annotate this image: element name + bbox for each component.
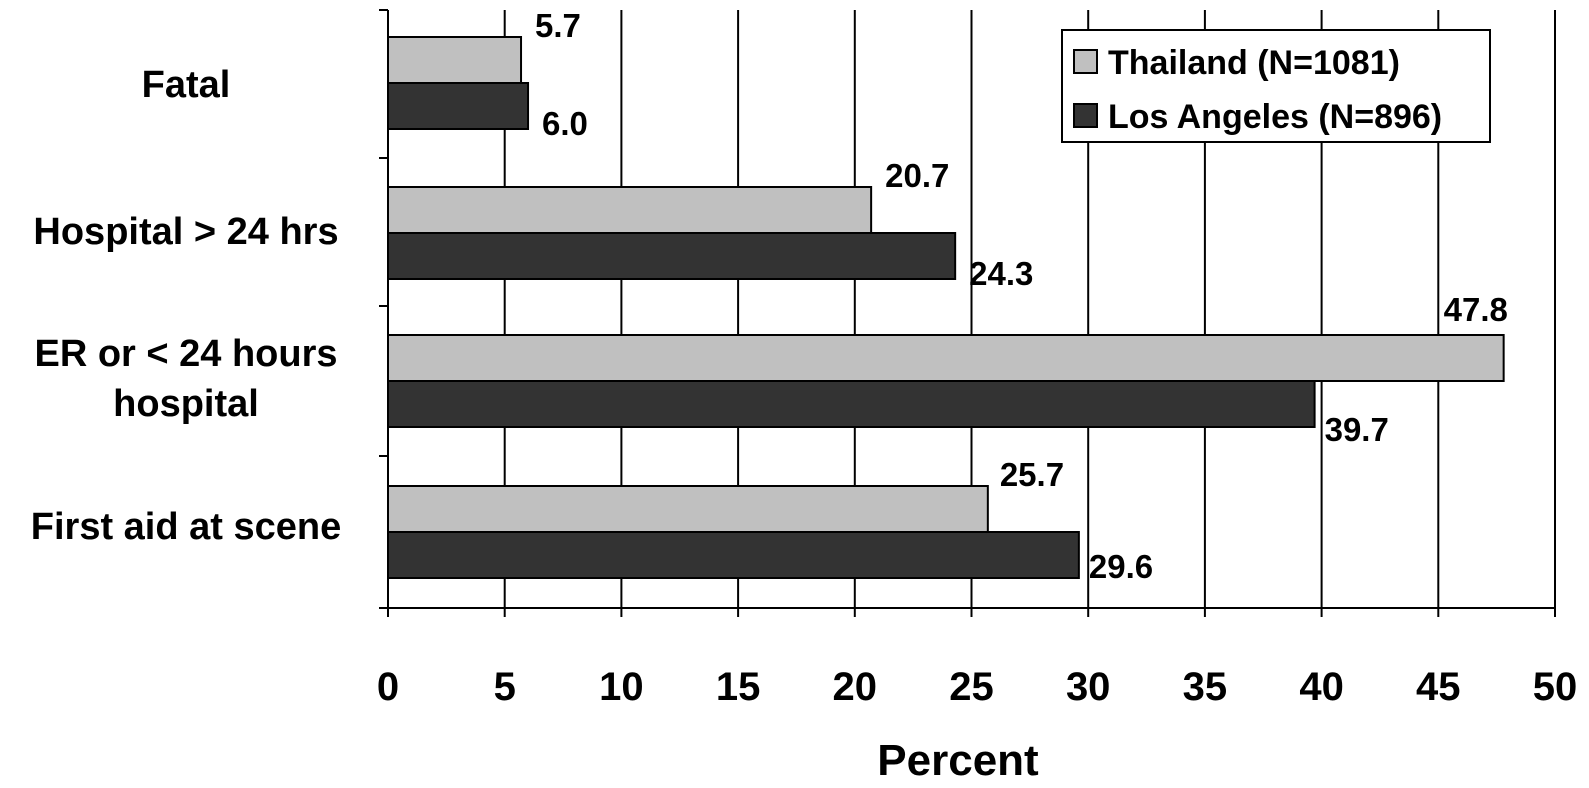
bar-thailand-1 [387, 186, 873, 234]
category-label-1-line-0: Hospital > 24 hrs [33, 211, 338, 253]
legend-swatch-los-angeles [1073, 103, 1098, 128]
x-tick-label-25: 25 [949, 665, 994, 709]
data-label-thailand-2: 47.8 [1444, 291, 1508, 328]
data-label-los-angeles-1: 24.3 [969, 255, 1033, 292]
x-tick-label-30: 30 [1066, 665, 1111, 709]
x-tick-label-15: 15 [716, 665, 761, 709]
bar-thailand-2 [387, 334, 1505, 382]
data-label-thailand-3: 25.7 [1000, 456, 1064, 493]
data-label-los-angeles-3: 29.6 [1089, 548, 1153, 585]
bar-los-angeles-2 [387, 380, 1316, 428]
bar-los-angeles-3 [387, 531, 1080, 579]
category-label-1: Hospital > 24 hrs [33, 211, 338, 253]
legend-swatch-thailand [1073, 49, 1098, 74]
bar-los-angeles-0 [387, 82, 530, 130]
x-tick-label-35: 35 [1183, 665, 1228, 709]
bars [387, 36, 1505, 579]
legend-label-los-angeles: Los Angeles (N=896) [1108, 98, 1442, 136]
x-tick-label-0: 0 [377, 665, 399, 709]
category-label-2-line-1: hospital [113, 383, 259, 425]
data-label-los-angeles-2: 39.7 [1325, 411, 1389, 448]
legend: Thailand (N=1081) Los Angeles (N=896) [1061, 29, 1491, 143]
legend-box [1061, 29, 1491, 143]
bar-los-angeles-1 [387, 232, 957, 280]
data-labels: 5.7 20.7 47.8 25.7 6.0 24.3 39.7 29.6 [535, 7, 1508, 585]
bar-thailand-3 [387, 485, 989, 533]
x-tick-label-10: 10 [599, 665, 644, 709]
x-tick-label-50: 50 [1533, 665, 1578, 709]
x-tick-label-45: 45 [1416, 665, 1461, 709]
category-label-3-line-0: First aid at scene [31, 506, 341, 548]
category-label-0: Fatal [142, 64, 231, 106]
legend-label-thailand: Thailand (N=1081) [1108, 44, 1400, 82]
tick-labels: 0 5 10 15 20 25 30 35 40 45 50 [377, 665, 1577, 709]
x-tick-label-40: 40 [1299, 665, 1344, 709]
bar-thailand-0 [387, 36, 523, 84]
category-label-0-line-0: Fatal [142, 64, 231, 106]
category-labels: Fatal Hospital > 24 hrs ER or < 24 hours ho… [31, 64, 341, 548]
data-label-thailand-0: 5.7 [535, 7, 581, 44]
x-axis-title: Percent [877, 736, 1039, 785]
category-label-2: ER or < 24 hours hospital [34, 333, 337, 425]
data-label-thailand-1: 20.7 [885, 157, 949, 194]
category-label-2-line-0: ER or < 24 hours [34, 333, 337, 375]
category-label-3: First aid at scene [31, 506, 341, 548]
x-tick-label-20: 20 [833, 665, 878, 709]
x-tick-label-5: 5 [494, 665, 516, 709]
data-label-los-angeles-0: 6.0 [542, 105, 588, 142]
axes [379, 9, 1556, 617]
